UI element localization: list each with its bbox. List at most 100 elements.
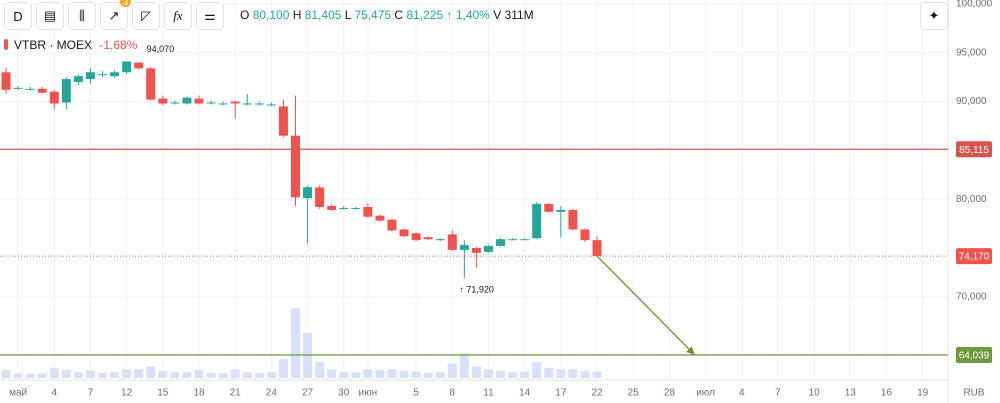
candle-body: [520, 239, 530, 241]
volume-bar: [520, 371, 530, 378]
volume-bar: [206, 372, 216, 378]
x-tick-label: 4: [739, 388, 745, 399]
interval-button[interactable]: D: [4, 2, 32, 30]
x-tick-label: 19: [917, 388, 929, 399]
candle-body: [194, 98, 204, 104]
candle-body: [218, 103, 228, 105]
candle-body: [206, 102, 216, 104]
level-label-box: [956, 141, 992, 158]
volume-bar: [49, 367, 59, 378]
candle-body: [170, 102, 180, 104]
candle-body: [580, 229, 590, 241]
volume-bar: [592, 371, 602, 378]
candle-body: [447, 234, 457, 250]
c-label: C: [394, 8, 404, 22]
candle-body: [146, 68, 156, 100]
settings-button[interactable]: ⚌: [196, 2, 224, 30]
last-price-label-text: 74,170: [959, 252, 990, 263]
candle-body: [230, 101, 240, 104]
compare-button[interactable]: ▤: [36, 2, 64, 30]
ohlc-header: O 80,100 H 81,405 L 75,475 C 81,225 ↑ 1,…: [240, 8, 534, 22]
x-tick-label: 16: [881, 388, 893, 399]
candle-body: [496, 239, 506, 247]
x-tick-label: 15: [157, 388, 169, 399]
candle-body: [483, 246, 493, 252]
volume-bar: [290, 308, 300, 378]
volume-bar: [423, 372, 433, 378]
assistant-button[interactable]: ✦: [920, 2, 948, 30]
candle-body: [182, 97, 192, 104]
candle-body: [508, 239, 518, 241]
x-tick-label: 17: [555, 388, 567, 399]
y-tick-label: 100,000: [956, 0, 993, 10]
chart-type-button[interactable]: ⫼: [68, 2, 96, 30]
candle-body: [290, 135, 300, 198]
candle-body: [1, 72, 11, 90]
candle-body: [568, 209, 578, 230]
candle-body: [85, 72, 95, 80]
candle-body: [13, 87, 23, 89]
candle-body: [363, 206, 373, 217]
volume-bar: [387, 369, 397, 378]
volume-bar: [435, 372, 445, 378]
x-tick-label: май: [9, 388, 27, 399]
volume-bar: [146, 366, 156, 378]
change: ↑ 1,40%: [446, 8, 490, 22]
candle-body: [254, 103, 264, 105]
indicators-button[interactable]: fx: [164, 2, 192, 30]
candle-body: [544, 204, 554, 212]
candle-body: [459, 245, 469, 250]
candle-body: [423, 237, 433, 240]
l-value: 75,475: [354, 8, 392, 22]
high-label: 94,070: [147, 44, 175, 54]
x-tick-label: 18: [193, 388, 205, 399]
volume-bar: [339, 372, 349, 378]
candle-body: [134, 62, 144, 69]
x-tick-label: 12: [121, 388, 133, 399]
candle-body: [532, 204, 542, 239]
volume-bar: [122, 369, 132, 378]
candle-body: [387, 219, 397, 231]
candle-body: [61, 79, 71, 103]
candle-body: [411, 233, 421, 241]
symbol-legend[interactable]: VTBR · MOEX -1,68%: [4, 38, 138, 52]
o-label: O: [240, 8, 250, 22]
volume-bar: [266, 372, 276, 378]
volume-bar: [532, 362, 542, 378]
x-tick-label: 10: [809, 388, 821, 399]
volume-bar: [508, 372, 518, 378]
c-value: 81,225: [406, 8, 444, 22]
candle-body: [399, 229, 409, 237]
volume-bar: [483, 369, 493, 378]
x-tick-label: 25: [628, 388, 640, 399]
level-label-text: 85,115: [959, 145, 989, 156]
candle-body: [375, 215, 385, 221]
y-tick-label: 95,000: [956, 47, 987, 58]
volume-bar: [254, 372, 264, 378]
candle-body: [266, 104, 276, 106]
volume-bar: [170, 372, 180, 378]
symbol-change: -1,68%: [99, 38, 138, 52]
volume-bar: [61, 370, 71, 378]
alerts-button[interactable]: ↗ 3: [100, 0, 131, 30]
x-tick-label: 11: [483, 388, 494, 399]
alerts-badge: 3: [119, 0, 131, 7]
candle-body: [315, 187, 325, 207]
drawing-button[interactable]: ◸: [132, 2, 160, 30]
x-tick-label: июл: [696, 388, 715, 399]
volume-bar: [375, 370, 385, 378]
trend-arrow: [596, 255, 696, 356]
arrow-head: [686, 346, 695, 355]
candle-body: [471, 247, 481, 253]
volume-bar: [242, 372, 252, 378]
candle-body: [556, 209, 566, 212]
o-value: 80,100: [252, 8, 290, 22]
x-tick-label: 28: [664, 388, 676, 399]
volume-bar: [363, 369, 373, 378]
candle-body: [327, 205, 337, 210]
x-tick-label: 13: [845, 388, 857, 399]
volume-bar: [134, 369, 144, 378]
x-tick-label: 22: [591, 388, 603, 399]
low-label: ↑ 71,920: [459, 284, 494, 294]
